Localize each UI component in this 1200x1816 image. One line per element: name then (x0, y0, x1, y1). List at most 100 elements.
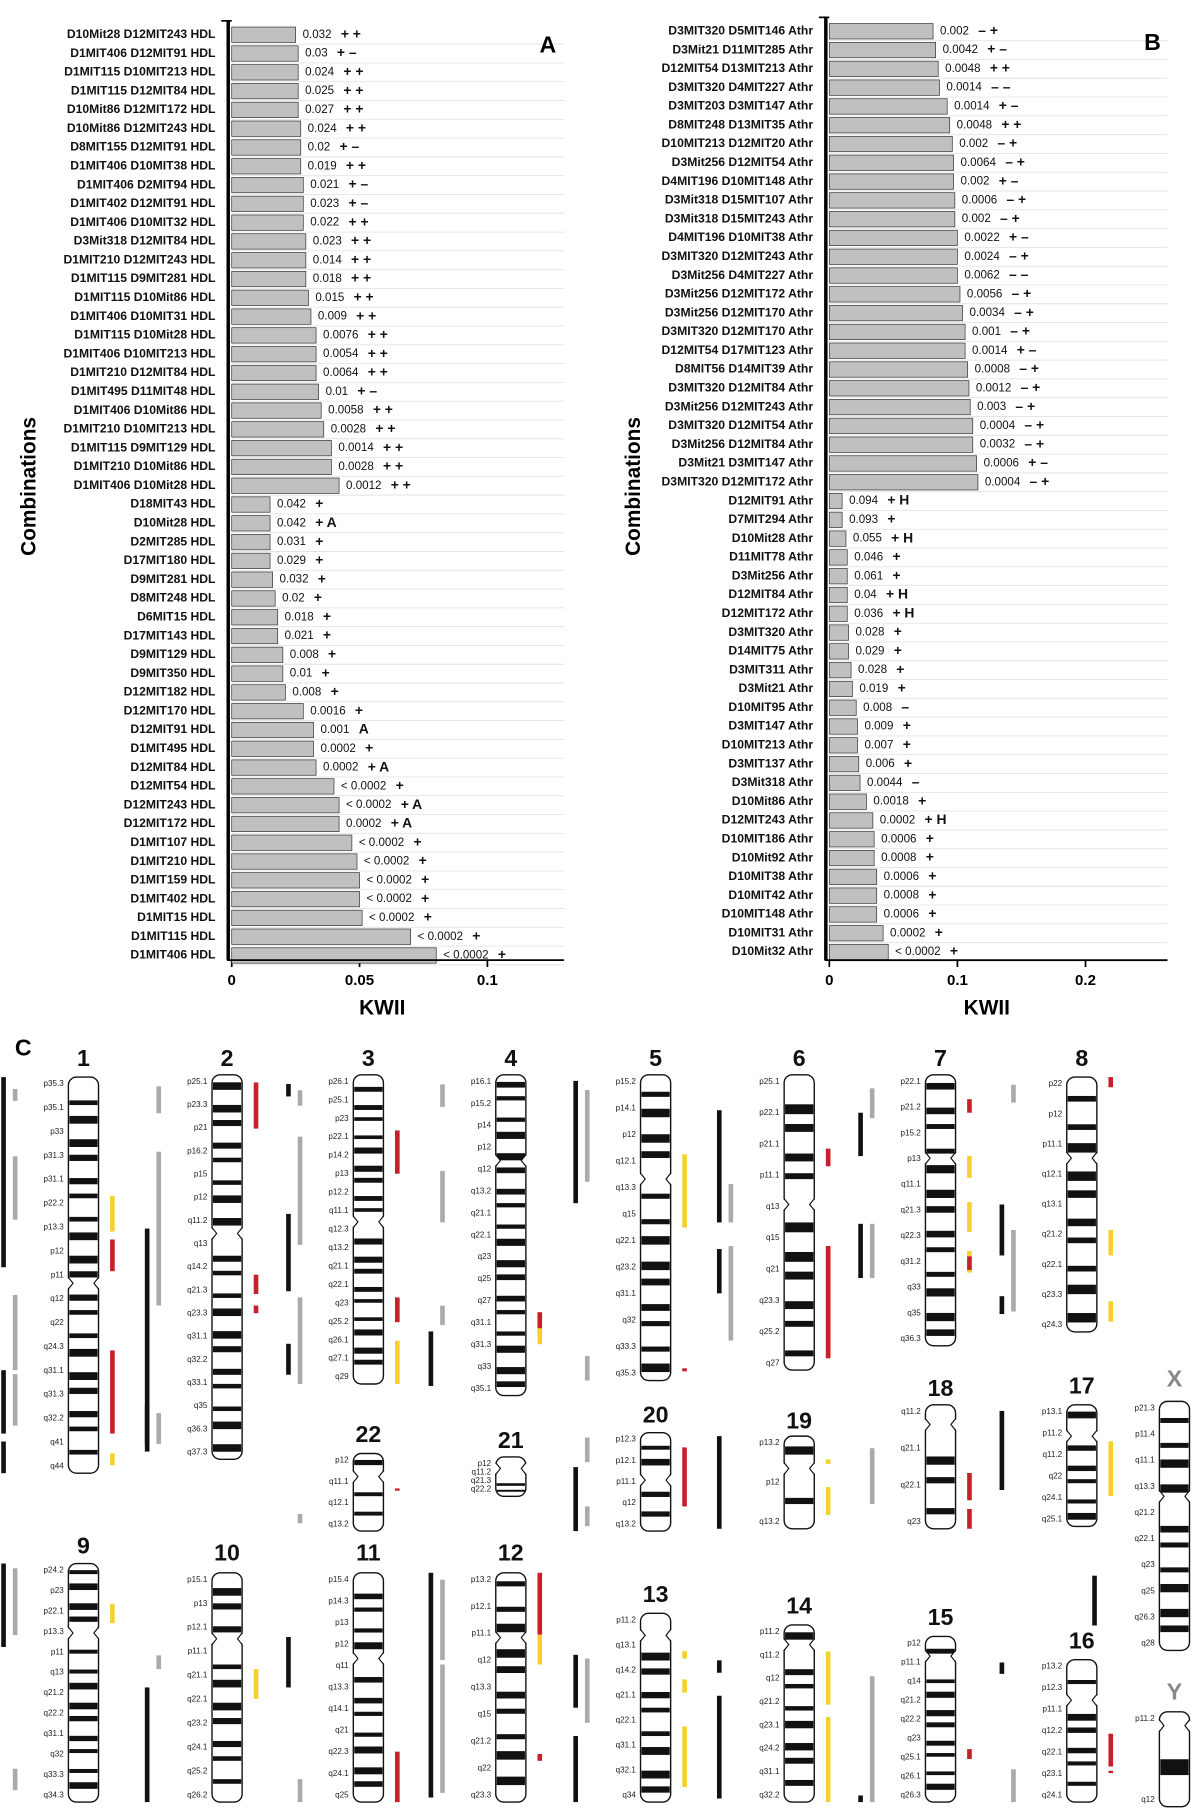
region-bar (999, 1204, 1005, 1256)
chromosome-band (1067, 1445, 1096, 1451)
category-label: D10MIT213 D12MIT20 Athr (662, 136, 814, 150)
p-value-label: 0.0006 (962, 194, 997, 206)
chromosome-band (212, 1406, 242, 1412)
band-label: p12 (194, 1193, 208, 1202)
sign-label: + + (351, 232, 371, 248)
band-label: q21.2 (901, 1695, 922, 1704)
chromosome-band (212, 1718, 242, 1725)
category-label: D8MIT155 D12MIT91 HDL (70, 140, 216, 154)
bar (828, 154, 954, 171)
bar (231, 327, 317, 344)
region-bar (825, 1487, 831, 1515)
region-bar (1011, 1229, 1016, 1312)
sign-label: + (926, 830, 934, 846)
chromosome-band (496, 1153, 525, 1161)
category-label: D1MIT210 D12MIT84 HDL (70, 365, 216, 379)
chromosome-band (926, 1710, 955, 1717)
band-label: q23.2 (616, 1263, 637, 1272)
band-label: q13.1 (616, 1640, 637, 1649)
p-value-label: 0.0014 (946, 82, 982, 94)
chromosome-name: X (1167, 1366, 1183, 1392)
region-bar (584, 1356, 590, 1381)
band-label: q22.3 (328, 1747, 349, 1756)
bar (231, 83, 299, 100)
chromosome-band (496, 1188, 525, 1195)
band-label: q23.1 (759, 1720, 780, 1729)
category-label: D1MIT115 D10MIT213 HDL (64, 65, 216, 79)
band-label: q11.2 (188, 1216, 208, 1225)
band-label: q11 (336, 1661, 349, 1670)
x-tick-label: 0.2 (1075, 972, 1096, 989)
chromosome-band (1067, 1781, 1096, 1786)
region-bar (440, 1305, 445, 1326)
band-label: q24.1 (328, 1769, 349, 1778)
category-label: D1MIT406 D10Mit28 HDL (74, 478, 216, 492)
band-label: p11.1 (188, 1647, 208, 1656)
chromosome (999, 1076, 1114, 1333)
band-label: p24.2 (44, 1566, 65, 1575)
chromosome-band (1067, 1411, 1096, 1419)
sign-label: + H (925, 811, 947, 827)
p-value-label: 0.003 (977, 401, 1006, 413)
band-label: q11.1 (901, 1180, 921, 1189)
region-bar (110, 1239, 115, 1272)
band-label: q34 (622, 1790, 636, 1799)
chromosome-name: 13 (643, 1581, 669, 1607)
bar (231, 891, 360, 908)
category-label: D3Mit318 D15MIT243 Athr (665, 211, 813, 225)
category-label: D1MIT115 HDL (131, 929, 216, 943)
band-label: p35.3 (44, 1079, 65, 1088)
sign-label: + + (343, 101, 363, 117)
chromosome-band (641, 1363, 670, 1373)
panel-label: C (15, 1034, 32, 1060)
band-label: q21.1 (471, 1208, 492, 1217)
region-bar (584, 1437, 590, 1463)
chromosome (286, 1572, 400, 1803)
centromere-outline (352, 1652, 384, 1665)
chromosome-name: 4 (504, 1045, 517, 1071)
region-bar (858, 1795, 863, 1803)
band-label: q25 (335, 1790, 349, 1799)
bar (828, 192, 956, 209)
p-value-label: 0.025 (305, 85, 334, 97)
p-value-label: 0.042 (277, 499, 306, 511)
bar (828, 399, 971, 416)
band-label: q22.1 (1134, 1534, 1155, 1543)
band-label: p15.2 (471, 1099, 492, 1108)
sign-label: – + (1024, 435, 1044, 451)
chromosome-band (354, 1607, 383, 1612)
x-axis-label: KWII (964, 996, 1010, 1019)
centromere-outline (495, 1631, 527, 1644)
band-label: q13 (194, 1239, 208, 1248)
sign-label: + (365, 739, 373, 755)
sign-label: + – (348, 195, 368, 211)
sign-label: + H (886, 586, 908, 602)
band-label: q23 (478, 1252, 492, 1261)
bar (828, 680, 853, 697)
category-label: D4MIT196 D10MIT148 Athr (662, 174, 814, 188)
category-label: D10MIT31 Athr (728, 925, 813, 939)
chromosome-band (69, 1583, 98, 1591)
chromosome-band (1067, 1143, 1096, 1153)
category-label: D1MIT406 D12MIT91 HDL (70, 46, 216, 60)
region-bar (286, 1343, 291, 1375)
chromosome-band (926, 1124, 955, 1129)
chromosome (858, 1635, 972, 1803)
p-value-label: 0.027 (305, 104, 334, 116)
chromosome-band (354, 1117, 383, 1121)
chromosome-band (1067, 1479, 1096, 1484)
band-label: p11.1 (1042, 1139, 1062, 1148)
band-label: q24.1 (1042, 1790, 1063, 1799)
band-label: q22 (50, 1318, 64, 1327)
sign-label: + A (391, 815, 412, 831)
sign-label: + (894, 642, 902, 658)
chromosome-band (212, 1626, 242, 1633)
band-label: q33.1 (187, 1378, 208, 1387)
region-bar (395, 1751, 400, 1803)
bar (231, 534, 271, 551)
category-label: D1MIT115 D10Mit28 HDL (74, 328, 216, 342)
category-label: D1MIT210 D10MIT213 HDL (63, 422, 216, 436)
p-value-label: 0.0004 (985, 476, 1021, 488)
chromosome-body (924, 1635, 957, 1803)
region-bar (537, 1572, 543, 1635)
